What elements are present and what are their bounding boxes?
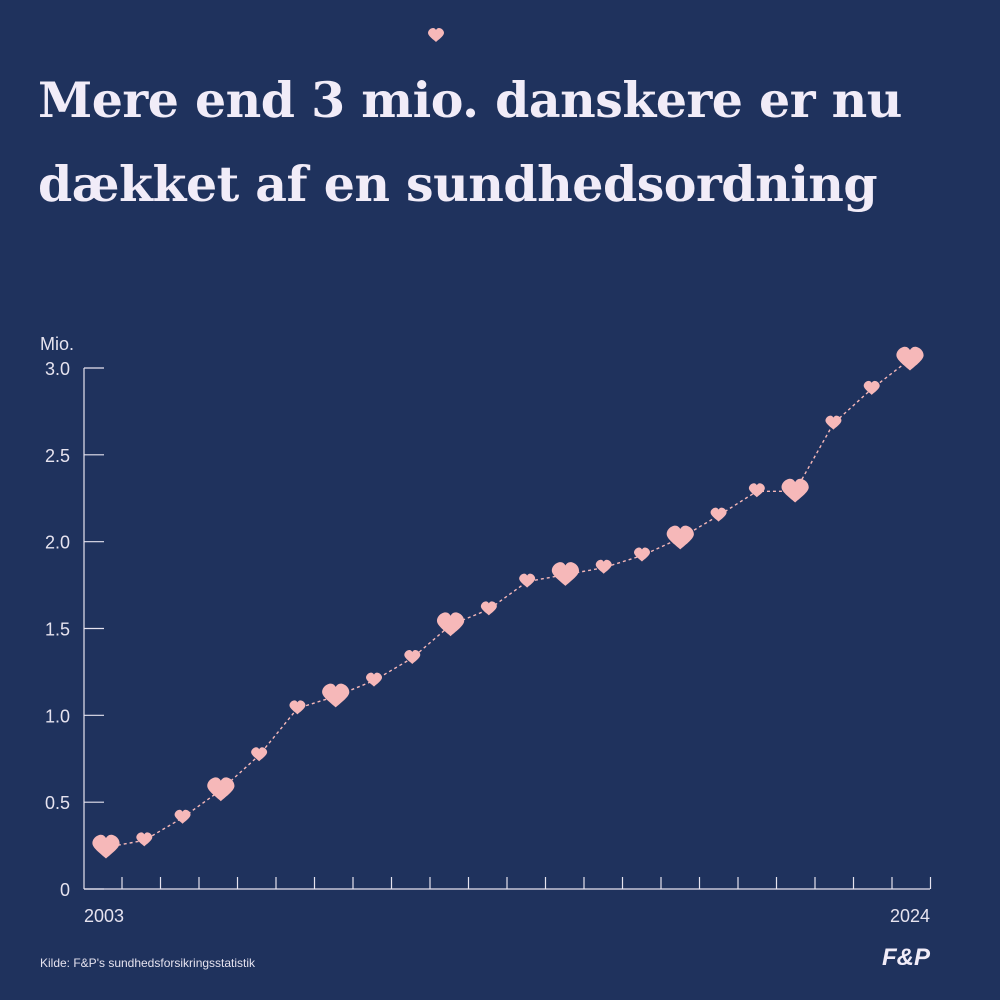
data-point-heart-icon — [207, 777, 235, 802]
data-point-heart-icon — [710, 507, 727, 522]
data-point-heart-icon — [863, 380, 880, 395]
title-heart-icon — [428, 28, 444, 42]
data-point-heart-icon — [480, 601, 497, 616]
source-note: Kilde: F&P's sundhedsforsikringsstatisti… — [40, 956, 256, 970]
data-point-heart-icon — [666, 525, 694, 550]
data-point-heart-icon — [595, 559, 612, 574]
data-point-heart-icon — [551, 562, 580, 586]
y-tick-label: 1.0 — [45, 706, 70, 726]
y-tick-label: 3.0 — [45, 359, 70, 379]
y-tick-label: 2.0 — [45, 533, 70, 553]
data-point-heart-icon — [136, 832, 153, 847]
data-point-heart-icon — [634, 547, 650, 562]
x-tick-label: 2024 — [890, 906, 930, 926]
data-point-heart-icon — [825, 415, 842, 430]
data-point-heart-icon — [404, 650, 421, 665]
data-point-heart-icon — [174, 809, 191, 824]
x-tick-label: 2003 — [84, 906, 124, 926]
data-point-heart-icon — [289, 700, 306, 715]
data-point-heart-icon — [436, 612, 465, 637]
y-tick-label: 0 — [60, 880, 70, 900]
data-point-heart-icon — [896, 346, 924, 371]
y-axis-label: Mio. — [40, 334, 74, 354]
y-tick-label: 2.5 — [45, 446, 70, 466]
fp-logo: F&P — [882, 944, 930, 971]
data-point-heart-icon — [519, 573, 536, 588]
y-tick-label: 0.5 — [45, 793, 70, 813]
data-point-heart-icon — [781, 478, 809, 503]
data-point-heart-icon — [251, 747, 268, 762]
series-line — [105, 358, 911, 849]
chart-title: Mere end 3 mio. danskere er nu dækket af… — [38, 71, 902, 213]
y-tick-label: 1.5 — [45, 620, 70, 640]
data-point-heart-icon — [748, 483, 765, 498]
data-point-heart-icon — [92, 834, 120, 859]
data-point-heart-icon — [322, 683, 350, 708]
data-point-heart-icon — [366, 672, 382, 687]
